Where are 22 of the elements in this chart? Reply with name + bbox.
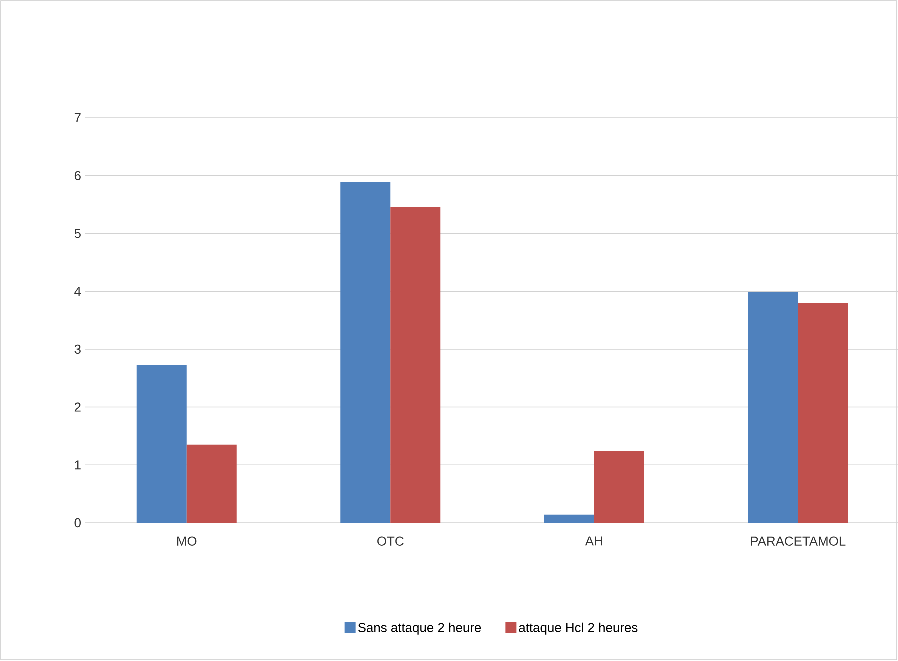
x-tick-label: AH [585,536,602,546]
legend-label: Sans attaque 2 heure [358,622,482,635]
bar [748,292,798,523]
x-tick-label: OTC [378,536,404,546]
bar [186,444,237,523]
x-tick-label: PARACETAMOL [751,536,846,546]
y-tick-label: 0 [74,518,81,528]
x-tick-label: MO [178,536,197,546]
bar [390,207,441,523]
legend-label: attaque Hcl 2 heures [519,622,638,635]
bar [798,303,848,523]
y-tick-label: 5 [74,229,81,238]
bar [136,365,187,523]
y-tick-label: 2 [74,402,81,412]
y-tick-label: 1 [75,460,81,470]
y-tick-label: 6 [74,171,81,180]
bar [340,182,391,523]
y-tick-label: 3 [74,344,81,354]
bar [544,514,594,523]
y-tick-label: 7 [74,114,81,122]
bar [594,451,644,523]
y-tick-label: 4 [74,287,82,296]
